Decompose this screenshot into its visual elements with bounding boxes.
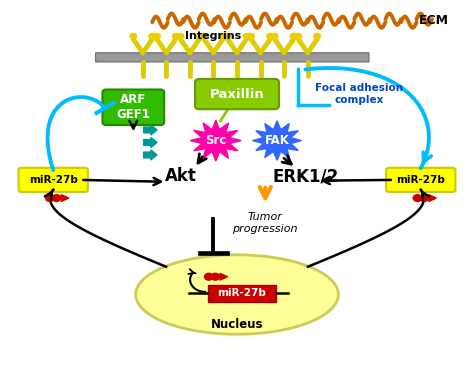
Circle shape xyxy=(211,273,219,280)
Polygon shape xyxy=(61,195,69,202)
Text: Nucleus: Nucleus xyxy=(211,318,263,331)
FancyBboxPatch shape xyxy=(96,53,369,62)
Polygon shape xyxy=(144,150,157,160)
Circle shape xyxy=(149,34,155,39)
Text: Focal adhesion
complex: Focal adhesion complex xyxy=(316,83,403,105)
Text: ERK1/2: ERK1/2 xyxy=(272,167,338,185)
Text: Paxillin: Paxillin xyxy=(210,88,264,101)
Circle shape xyxy=(201,34,207,39)
Circle shape xyxy=(219,34,226,39)
Polygon shape xyxy=(191,120,241,161)
Circle shape xyxy=(196,34,202,39)
Ellipse shape xyxy=(136,255,338,334)
Text: Integrins: Integrins xyxy=(185,31,242,41)
Text: ECM: ECM xyxy=(419,14,448,27)
Text: Tumor
progression: Tumor progression xyxy=(233,213,298,234)
FancyBboxPatch shape xyxy=(18,168,88,192)
Circle shape xyxy=(173,34,179,39)
Circle shape xyxy=(224,34,231,39)
FancyBboxPatch shape xyxy=(386,168,456,192)
Circle shape xyxy=(290,34,297,39)
FancyBboxPatch shape xyxy=(102,90,164,125)
Circle shape xyxy=(314,34,320,39)
Text: miR-27b: miR-27b xyxy=(396,175,445,185)
Circle shape xyxy=(154,34,160,39)
Circle shape xyxy=(272,34,278,39)
Circle shape xyxy=(420,195,428,202)
Polygon shape xyxy=(144,138,157,147)
Circle shape xyxy=(46,195,54,202)
Polygon shape xyxy=(429,195,437,202)
Circle shape xyxy=(243,34,250,39)
Text: Akt: Akt xyxy=(164,167,196,185)
Text: miR-27b: miR-27b xyxy=(29,175,78,185)
FancyBboxPatch shape xyxy=(195,79,279,109)
Polygon shape xyxy=(144,125,157,135)
Circle shape xyxy=(52,195,61,202)
Text: FAK: FAK xyxy=(264,134,290,147)
Circle shape xyxy=(295,34,301,39)
Text: ARF
GEF1: ARF GEF1 xyxy=(117,93,150,121)
Polygon shape xyxy=(253,121,301,160)
Circle shape xyxy=(177,34,184,39)
Circle shape xyxy=(204,273,213,280)
Polygon shape xyxy=(220,273,228,280)
Circle shape xyxy=(248,34,255,39)
Circle shape xyxy=(267,34,273,39)
FancyBboxPatch shape xyxy=(208,285,276,302)
Text: miR-27b: miR-27b xyxy=(217,288,266,298)
Circle shape xyxy=(413,195,422,202)
Text: Src: Src xyxy=(205,134,227,147)
Circle shape xyxy=(130,34,137,39)
